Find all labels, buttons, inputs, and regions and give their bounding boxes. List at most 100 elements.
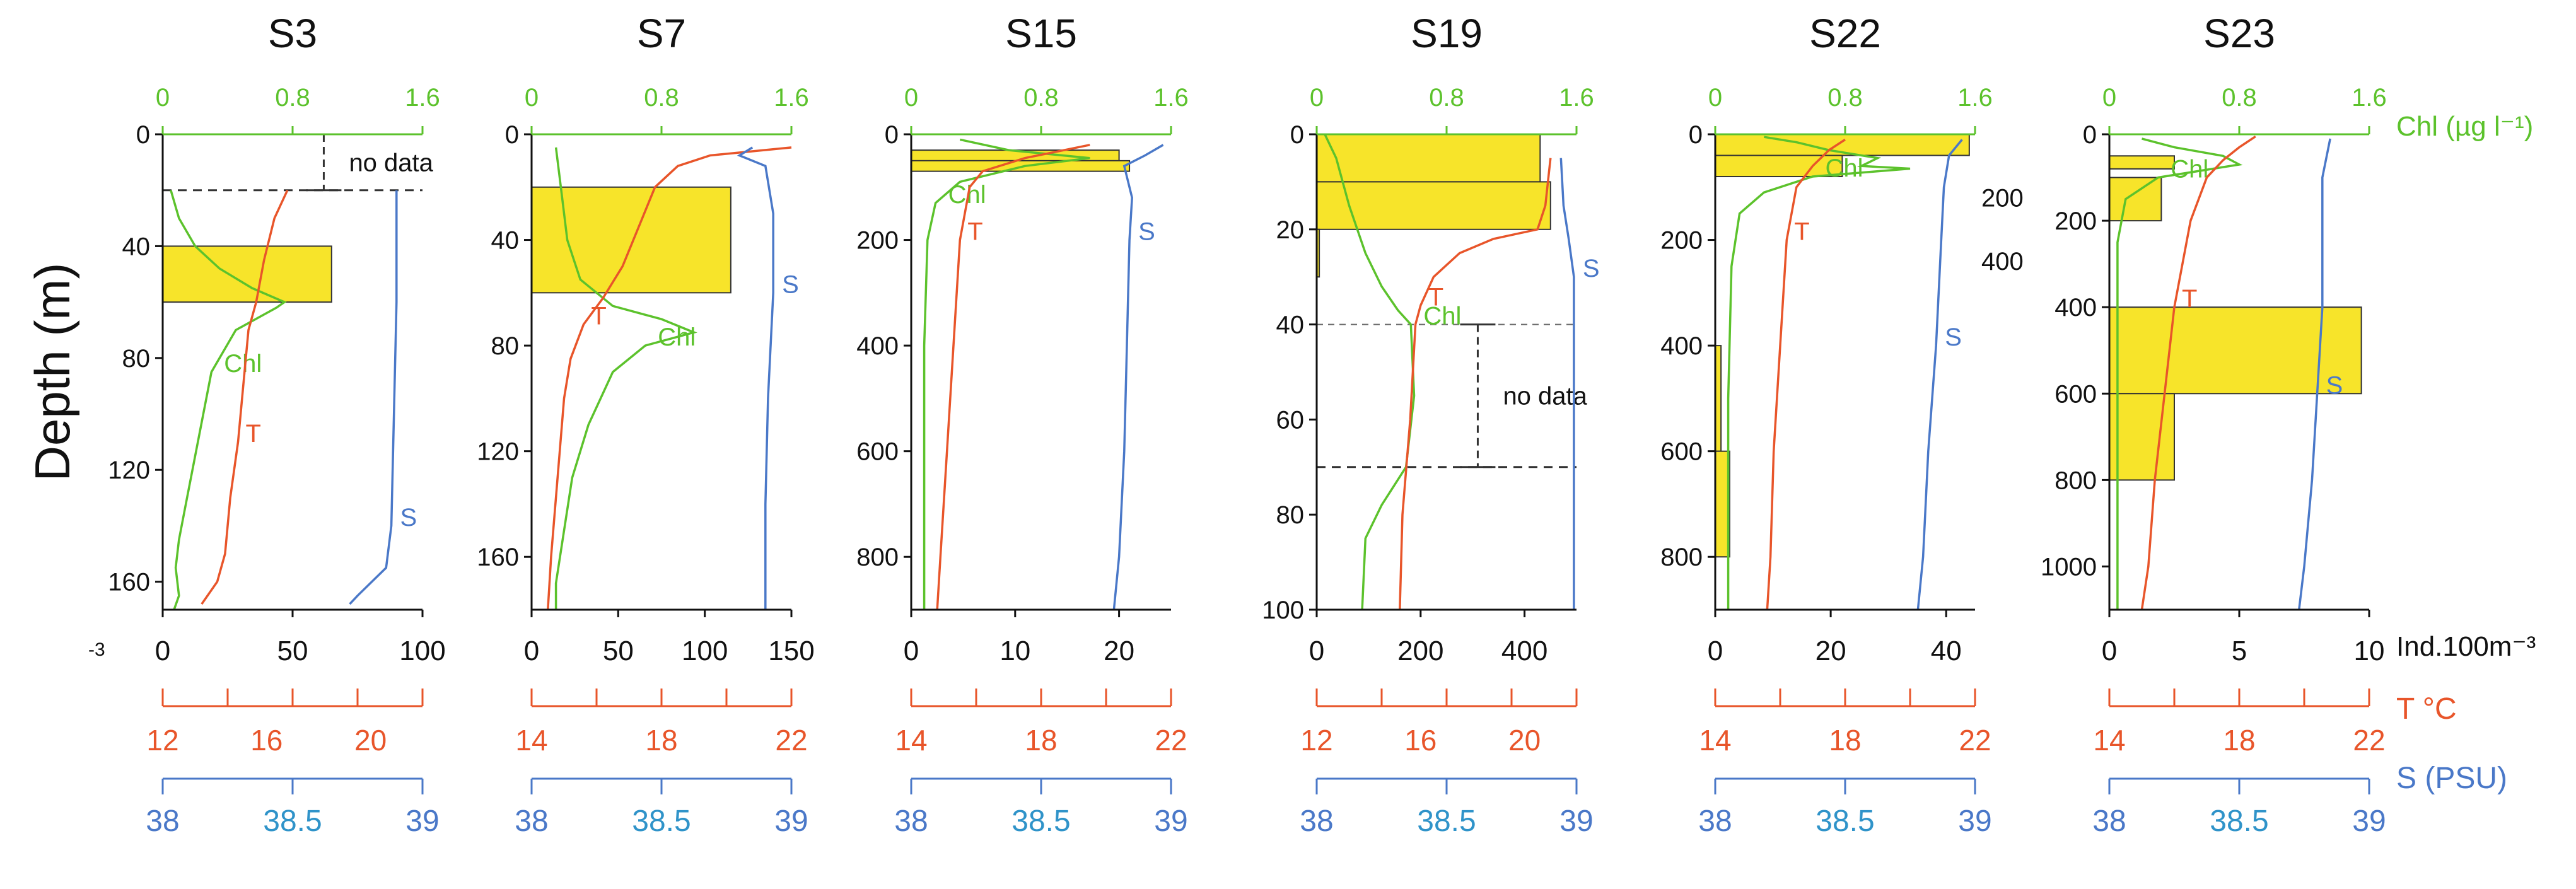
chl-tick-label: 1.6 bbox=[1957, 84, 1993, 112]
abundance-bar bbox=[2109, 306, 2362, 395]
panel-s23: S23 Chl T S 0 200 400 600 800 1000 0 0.8 1.6 0 5 10 14 18… bbox=[2041, 11, 2387, 838]
temp-tick-label: 18 bbox=[1829, 724, 1861, 757]
temp-tick-label: 22 bbox=[2353, 724, 2385, 757]
series-t-line bbox=[936, 144, 1090, 610]
series-label-chl: Chl bbox=[658, 323, 696, 351]
abundance-exponent-label: -3 bbox=[88, 639, 105, 660]
depth-tick-label: 40 bbox=[491, 227, 520, 255]
chl-tick-label: 0.8 bbox=[1429, 84, 1464, 112]
chl-tick-label: 0 bbox=[1708, 84, 1722, 112]
sal-tick-label: 38.5 bbox=[1815, 805, 1874, 838]
depth-tick-label: 800 bbox=[856, 543, 899, 571]
series-chl-line bbox=[1727, 136, 1911, 610]
depth-tick-label: 800 bbox=[1660, 543, 1703, 571]
depth-tick-label: 160 bbox=[108, 569, 150, 596]
abundance-tick-label: 20 bbox=[1815, 636, 1846, 666]
depth-tick-label: 600 bbox=[1660, 438, 1703, 466]
series-label-s: S bbox=[2326, 371, 2343, 399]
temp-tick-label: 18 bbox=[1025, 724, 1057, 757]
abundance-tick-label: 10 bbox=[2354, 636, 2385, 666]
series-label-t: T bbox=[245, 420, 260, 448]
abundance-tick-label: 150 bbox=[768, 636, 814, 666]
chl-tick-label: 0 bbox=[156, 84, 170, 112]
series-chl-line bbox=[2116, 137, 2243, 610]
depth-tick-label: 20 bbox=[1276, 216, 1305, 244]
depth-tick-label: 0 bbox=[1689, 121, 1703, 149]
panel-title: S23 bbox=[2203, 11, 2275, 56]
temp-tick-label: 14 bbox=[515, 724, 547, 757]
sal-tick-label: 39 bbox=[1154, 805, 1187, 838]
depth-tick-label: 400 bbox=[856, 332, 899, 360]
sal-tick-label: 39 bbox=[774, 805, 808, 838]
series-chl-line bbox=[170, 190, 287, 610]
depth-tick-label: 80 bbox=[122, 345, 151, 373]
series-label-t: T bbox=[967, 218, 982, 246]
series-s-line bbox=[1559, 158, 1575, 610]
series-label-s: S bbox=[1138, 218, 1155, 246]
temp-tick-label: 20 bbox=[1508, 724, 1541, 757]
abundance-tick-label: 100 bbox=[682, 636, 728, 666]
sal-tick-label: 38 bbox=[1300, 805, 1333, 838]
depth-tick-label: 600 bbox=[856, 438, 899, 466]
chl-tick-label: 0.8 bbox=[2222, 84, 2257, 112]
sal-tick-label: 39 bbox=[1958, 805, 1991, 838]
chl-tick-label: 0.8 bbox=[1827, 84, 1863, 112]
temp-tick-label: 14 bbox=[895, 724, 927, 757]
temp-tick-label: 18 bbox=[645, 724, 677, 757]
temp-tick-label: 14 bbox=[1699, 724, 1731, 757]
abundance-bar bbox=[911, 160, 1131, 172]
depth-tick-label: 200 bbox=[856, 227, 899, 255]
depth-tick-label: 1000 bbox=[2041, 553, 2097, 581]
series-chl-line bbox=[1324, 134, 1416, 610]
abundance-bar bbox=[162, 245, 332, 303]
sal-tick-label: 38 bbox=[894, 805, 928, 838]
figure-labels: Depth (m) Chl (µg l⁻¹) Ind.100m⁻³ -3 T °C S (… bbox=[25, 111, 2536, 795]
series-chl-line bbox=[554, 147, 697, 610]
chl-tick-label: 0 bbox=[2102, 84, 2116, 112]
depth-tick-label: 0 bbox=[505, 121, 519, 149]
abundance-bar bbox=[531, 186, 731, 294]
sal-axis-title: S (PSU) bbox=[2396, 762, 2507, 795]
series-label-chl: Chl bbox=[1826, 154, 1863, 182]
depth-tick-label: 120 bbox=[477, 438, 519, 466]
panel-s22: S22 Chl T S 0 200 400 600 800 200 400 0 0.8 1.6 0 20 40 1… bbox=[1660, 11, 2024, 838]
series-t-line bbox=[547, 146, 792, 610]
depth-tick-label: 0 bbox=[136, 121, 150, 149]
depth-tick-label: 80 bbox=[491, 332, 520, 360]
depth-tick-label: 60 bbox=[1276, 406, 1305, 434]
panel-title: S7 bbox=[637, 11, 686, 56]
abundance-tick-label: 0 bbox=[1309, 636, 1324, 666]
chl-tick-label: 1.6 bbox=[1153, 84, 1189, 112]
depth-tick-label-right: 400 bbox=[1981, 248, 2024, 276]
panel-title: S3 bbox=[268, 11, 317, 56]
chl-tick-label: 1.6 bbox=[2352, 84, 2387, 112]
chl-tick-label: 0 bbox=[904, 84, 918, 112]
no-data-label: no data bbox=[349, 149, 433, 177]
abundance-tick-label: 400 bbox=[1501, 636, 1547, 666]
series-label-t: T bbox=[1794, 218, 1809, 246]
abundance-tick-label: 50 bbox=[603, 636, 634, 666]
abundance-tick-label: 0 bbox=[155, 636, 170, 666]
sal-tick-label: 39 bbox=[405, 805, 439, 838]
chl-tick-label: 0.8 bbox=[1023, 84, 1059, 112]
temp-tick-label: 12 bbox=[146, 724, 178, 757]
abundance-tick-label: 200 bbox=[1397, 636, 1443, 666]
series-s-line bbox=[349, 190, 398, 605]
sal-tick-label: 38.5 bbox=[263, 805, 322, 838]
series-label-chl: Chl bbox=[224, 350, 262, 378]
sal-tick-label: 38.5 bbox=[2210, 805, 2268, 838]
series-label-t: T bbox=[2182, 285, 2197, 313]
series-s-line bbox=[737, 146, 774, 610]
series-label-s: S bbox=[1945, 323, 1962, 351]
sal-tick-label: 38 bbox=[146, 805, 179, 838]
abundance-bar bbox=[2109, 177, 2162, 222]
series-label-s: S bbox=[1583, 255, 1600, 282]
series-label-chl: Chl bbox=[1423, 303, 1461, 330]
depth-tick-label: 400 bbox=[1660, 332, 1703, 360]
abundance-bar bbox=[2109, 393, 2175, 481]
chl-tick-label: 0 bbox=[525, 84, 539, 112]
temp-tick-label: 16 bbox=[1404, 724, 1437, 757]
temp-tick-label: 22 bbox=[1155, 724, 1187, 757]
